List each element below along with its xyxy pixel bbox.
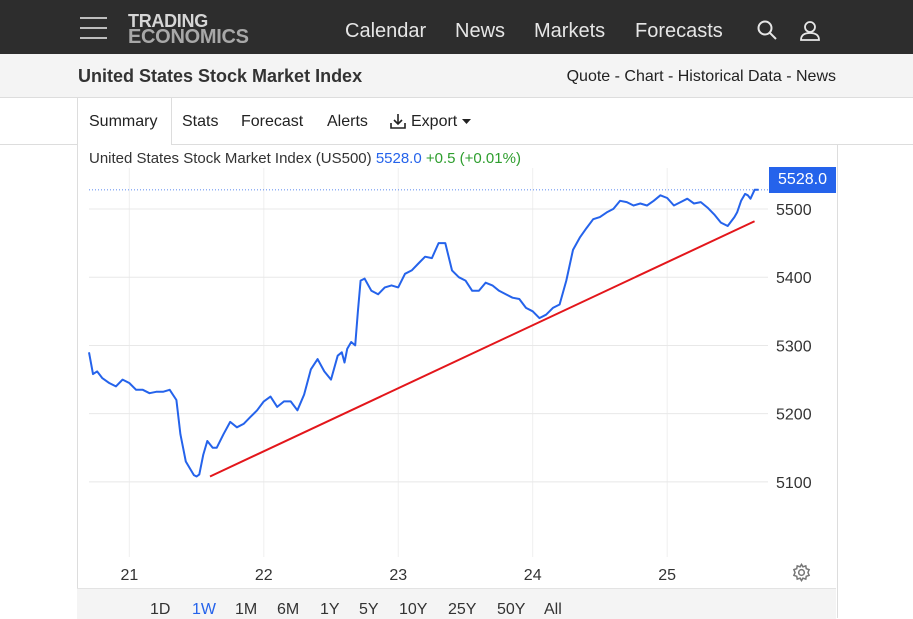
legend-change: +0.5 (+0.01%) <box>425 150 521 167</box>
page-title: United States Stock Market Index <box>78 66 363 86</box>
range-25y[interactable]: 25Y <box>448 601 477 618</box>
nav-markets[interactable]: Markets <box>534 20 606 42</box>
legend-value: 5528.0 <box>375 150 422 167</box>
tab-summary-box <box>77 98 172 145</box>
tab-summary[interactable]: Summary <box>89 113 158 130</box>
range-1w[interactable]: 1W <box>192 601 216 618</box>
x-tick-label: 25 <box>658 567 676 584</box>
y-tick-label: 5400 <box>776 270 812 287</box>
download-icon[interactable] <box>390 113 406 129</box>
tab-export[interactable]: Export <box>411 113 458 130</box>
hamburger-icon[interactable] <box>80 17 107 39</box>
last-price-tag: 5528.0 <box>769 167 836 193</box>
logo-line-1: TRADING <box>128 11 208 31</box>
x-tick-label: 21 <box>120 567 138 584</box>
range-1y[interactable]: 1Y <box>320 601 340 618</box>
series-line <box>88 188 759 478</box>
trendline <box>209 220 755 478</box>
range-all[interactable]: All <box>544 601 562 618</box>
section-links[interactable]: Quote - Chart - Historical Data - News <box>566 68 836 85</box>
legend-series-name: United States Stock Market Index (US500) <box>89 150 372 167</box>
nav-calendar[interactable]: Calendar <box>345 20 427 42</box>
x-axis-ticks: 21 22 23 24 25 <box>120 567 676 584</box>
search-icon[interactable] <box>757 20 777 40</box>
tab-bar <box>0 98 913 145</box>
series-group <box>88 188 759 478</box>
y-tick-label: 5200 <box>776 407 812 424</box>
y-axis-ticks: 5100 5200 5300 5400 5500 <box>776 202 812 492</box>
range-1d[interactable]: 1D <box>150 601 171 618</box>
top-navigation-bar <box>0 0 913 54</box>
y-tick-label: 5300 <box>776 338 812 355</box>
logo-line-2: ECONOMICS <box>128 26 249 48</box>
y-tick-label: 5500 <box>776 202 812 219</box>
range-6m[interactable]: 6M <box>277 601 300 618</box>
x-tick-label: 24 <box>524 567 542 584</box>
range-10y[interactable]: 10Y <box>399 601 428 618</box>
range-5y[interactable]: 5Y <box>359 601 379 618</box>
trendline-group <box>209 220 755 478</box>
tab-forecast[interactable]: Forecast <box>241 113 304 130</box>
chart-legend: United States Stock Market Index (US500)… <box>89 150 521 167</box>
user-icon[interactable] <box>799 20 821 42</box>
x-tick-label: 23 <box>389 567 407 584</box>
x-tick-label: 22 <box>255 567 273 584</box>
range-selector <box>77 588 836 619</box>
nav-news[interactable]: News <box>455 20 506 42</box>
nav-forecasts[interactable]: Forecasts <box>635 20 723 42</box>
chart-grid <box>89 168 768 557</box>
logo[interactable]: TRADING ECONOMICS <box>128 11 249 48</box>
caret-down-icon[interactable] <box>462 119 471 125</box>
y-tick-label: 5100 <box>776 475 812 492</box>
range-1m[interactable]: 1M <box>235 601 258 618</box>
gear-icon[interactable] <box>792 563 811 582</box>
chart-frame <box>77 145 838 618</box>
subheader <box>0 54 913 98</box>
range-50y[interactable]: 50Y <box>497 601 526 618</box>
tab-stats[interactable]: Stats <box>182 113 219 130</box>
tab-alerts[interactable]: Alerts <box>327 113 368 130</box>
